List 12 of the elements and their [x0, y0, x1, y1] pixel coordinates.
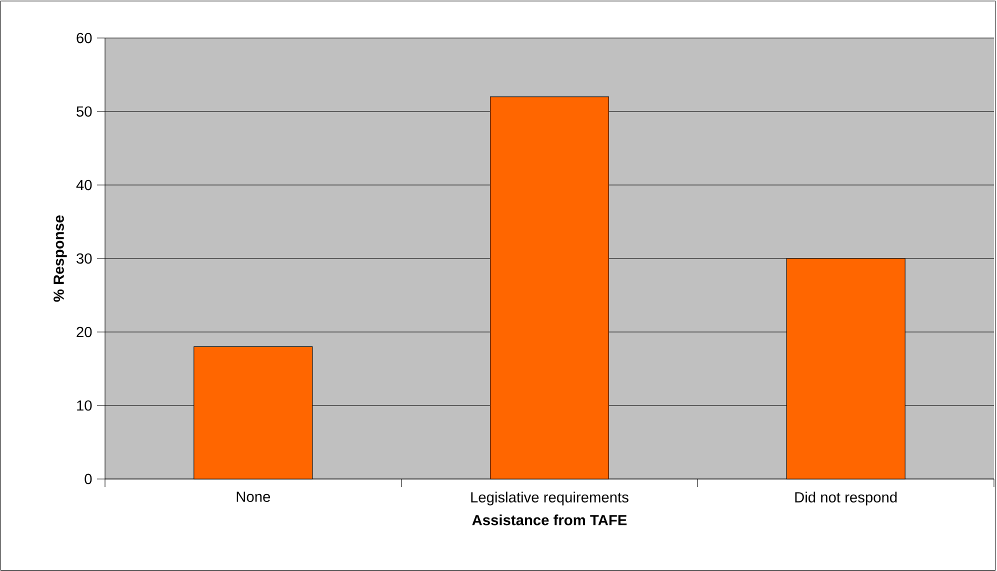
x-axis-title: Assistance from TAFE: [472, 514, 627, 526]
y-tick-label: 10: [77, 400, 92, 411]
y-tick-label: 30: [76, 253, 92, 264]
x-tick-label: Did not respond: [795, 492, 897, 506]
x-tick-label: Legislative requirements: [471, 492, 628, 506]
y-tick-label: 20: [76, 326, 92, 338]
y-axis-title: % Response: [54, 215, 67, 302]
y-tick-label: 50: [76, 106, 92, 117]
y-tick-label: 60: [76, 32, 92, 44]
x-tick-label: None: [236, 492, 270, 502]
y-tick-label: 0: [84, 474, 92, 484]
y-tick-label: 40: [76, 180, 92, 190]
